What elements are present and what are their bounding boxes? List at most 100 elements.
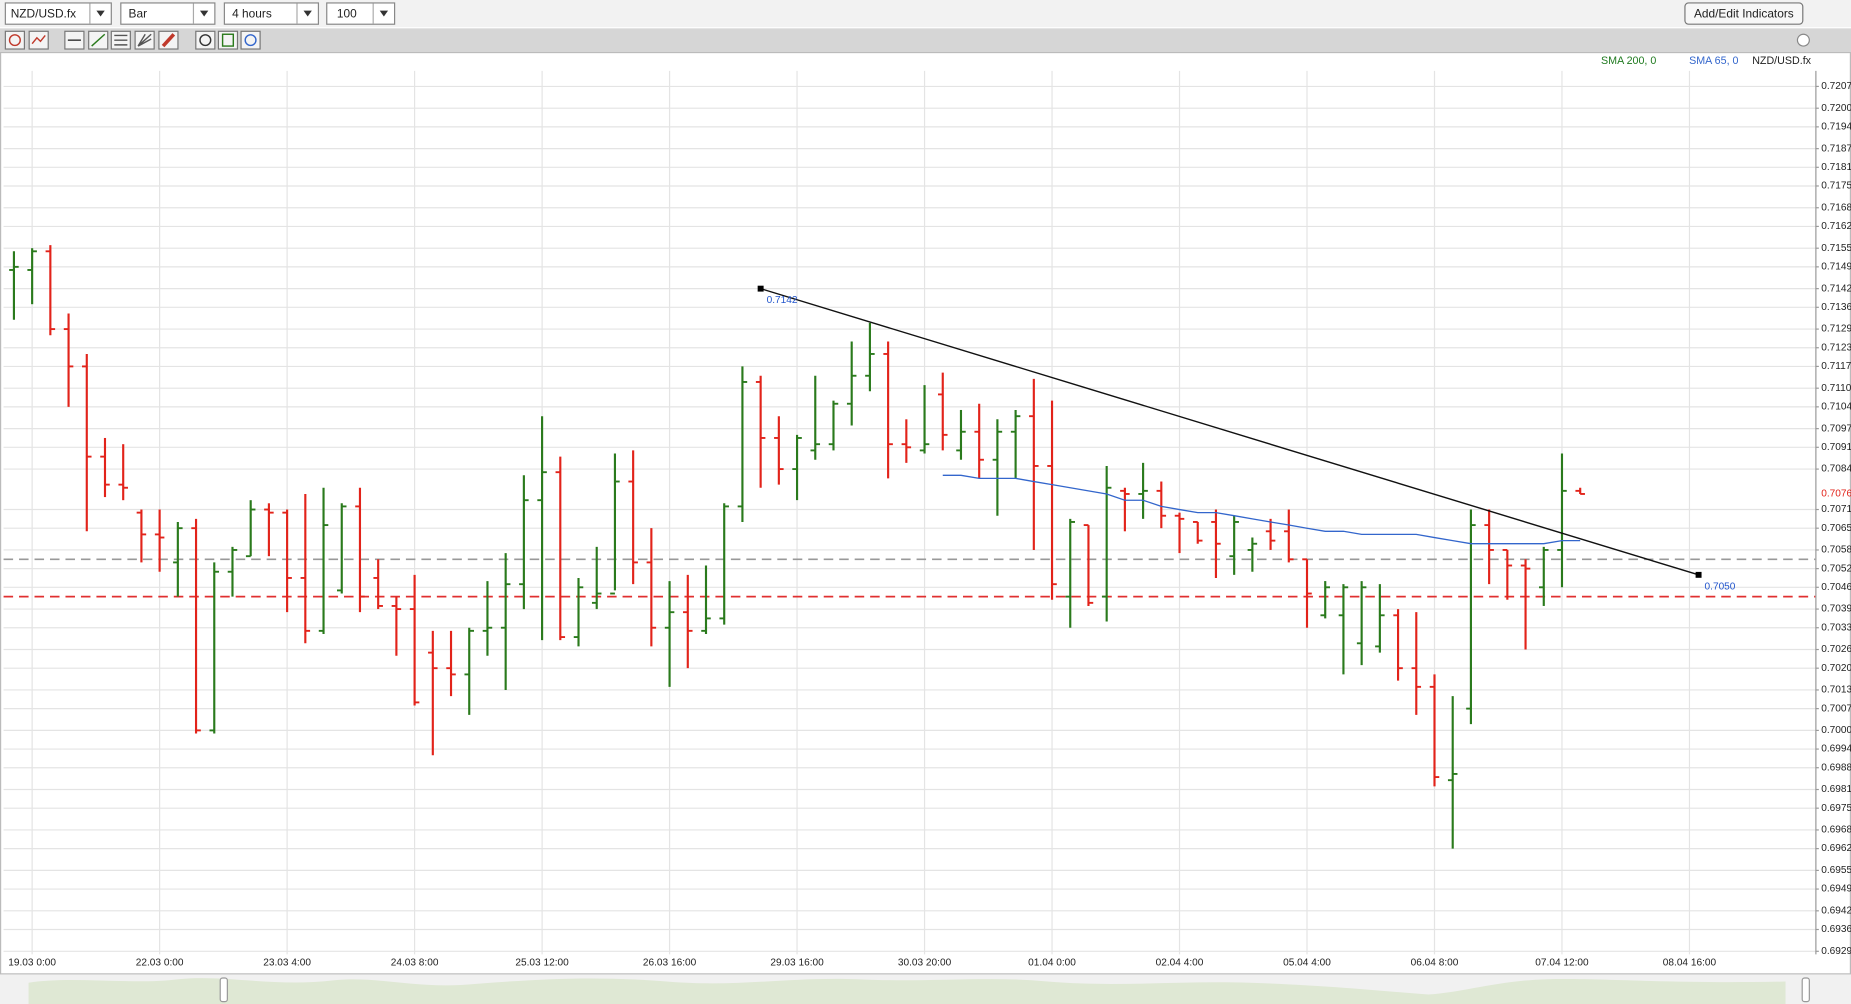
y-tick-label: 0.6929 (1821, 946, 1851, 957)
y-tick-label: 0.7071 (1821, 504, 1851, 515)
y-tick-label: 0.7181 (1821, 162, 1851, 173)
y-tick-label: 0.6962 (1821, 843, 1851, 854)
y-tick-label: 0.7175 (1821, 181, 1851, 192)
legend-entry: NZD/USD.fx (1752, 55, 1812, 67)
interval-text: 4 hours (232, 6, 272, 20)
y-tick-label: 0.7058 (1821, 545, 1851, 556)
tool-crosshair[interactable] (4, 30, 25, 50)
tool-clock[interactable] (195, 30, 216, 50)
x-tick-label: 22.03 0:00 (136, 957, 184, 968)
tool-glyphs (8, 33, 257, 48)
trendline (760, 287, 1699, 576)
last-price-label: 0.7076 (1821, 489, 1851, 500)
tool-settings[interactable] (240, 30, 261, 50)
y-tick-label: 0.6936 (1821, 924, 1851, 935)
last-price-bg (1817, 486, 1850, 502)
y-tick-label: 0.6949 (1821, 884, 1851, 895)
dropdown-arrow (199, 10, 209, 17)
y-tick-label: 0.6975 (1821, 803, 1851, 814)
trendline-label: 0.7050 (1705, 581, 1736, 592)
legend-entry: SMA 200, 0 (1601, 55, 1656, 67)
y-tick-label: 0.7155 (1821, 243, 1851, 254)
y-tick-label: 0.7194 (1821, 122, 1851, 133)
x-tick-label: 26.03 16:00 (643, 957, 697, 968)
glyph (221, 33, 235, 47)
y-tick-label: 0.7033 (1821, 622, 1851, 633)
glyph (199, 34, 212, 47)
y-tick-label: 0.7091 (1821, 442, 1851, 453)
tool-row (0, 28, 1851, 52)
chart-type-text: Bar (129, 6, 148, 20)
chart-type-dropdown[interactable]: Bar (120, 2, 216, 25)
y-tick-label: 0.7007 (1821, 703, 1851, 714)
y-tick-label: 0.7000 (1821, 725, 1851, 736)
navigator (0, 974, 1851, 1004)
symbol-dropdown[interactable]: NZD/USD.fx (4, 2, 112, 25)
y-tick-label: 0.7097 (1821, 423, 1851, 434)
x-tick-label: 25.03 12:00 (515, 957, 569, 968)
navigator-area (28, 978, 1786, 1004)
y-tick-label: 0.7129 (1821, 324, 1851, 335)
y-tick-label: 0.7136 (1821, 302, 1851, 313)
y-tick-label: 0.7110 (1821, 383, 1851, 394)
bars-text: 100 (337, 6, 357, 20)
y-tick-label: 0.7052 (1821, 563, 1851, 574)
y-tick-label: 0.6968 (1821, 825, 1851, 836)
y-tick-label: 0.6942 (1821, 906, 1851, 917)
symbol-text: NZD/USD.fx (11, 6, 76, 20)
bars-dropdown[interactable]: 100 (326, 2, 396, 25)
trendline-label: 0.7142 (767, 295, 798, 306)
y-tick-label: 0.7187 (1821, 143, 1851, 154)
y-tick-label: 0.7084 (1821, 464, 1851, 475)
x-tick-label: 06.04 8:00 (1411, 957, 1459, 968)
dropdown-arrow (379, 10, 389, 17)
button-text: Add/Edit Indicators (1694, 6, 1794, 20)
labels: 0.7207 0.7200 0.7194 0.7187 0.7181 0.7175 0.71… (8, 55, 1851, 968)
y-tick-label: 0.7046 (1821, 582, 1851, 593)
y-tick-label: 0.6955 (1821, 865, 1851, 876)
y-tick-label: 0.7026 (1821, 644, 1851, 655)
x-tick-label: 08.04 16:00 (1663, 957, 1717, 968)
dropdown-box (4, 2, 112, 25)
y-tick-label: 0.7117 (1821, 361, 1851, 372)
dropdown-arrow (303, 10, 312, 17)
glyph (244, 34, 257, 47)
y-tick-label: 0.7123 (1821, 342, 1851, 353)
navigator-handle[interactable] (1801, 977, 1810, 1003)
y-tick-label: 0.7104 (1821, 402, 1851, 413)
x-tick-label: 02.04 4:00 (1156, 957, 1204, 968)
y-tick-label: 0.7207 (1821, 81, 1851, 92)
plot (9, 245, 1702, 849)
y-tick-label: 0.6988 (1821, 762, 1851, 773)
navigator-handle[interactable] (219, 977, 228, 1003)
y-tick-label: 0.7013 (1821, 685, 1851, 696)
indicators-button[interactable]: Add/Edit Indicators (1684, 2, 1804, 25)
y-tick-label: 0.7039 (1821, 604, 1851, 615)
dropdown-box (223, 2, 320, 25)
y-tick-label: 0.7065 (1821, 523, 1851, 534)
y-tick-label: 0.7200 (1821, 103, 1851, 114)
x-tick-label: 19.03 0:00 (8, 957, 56, 968)
y-tick-label: 0.7020 (1821, 663, 1851, 674)
x-tick-label: 23.03 4:00 (263, 957, 311, 968)
grid (3, 70, 1819, 955)
info-icon[interactable] (1796, 33, 1810, 47)
interval-dropdown[interactable]: 4 hours (223, 2, 320, 25)
sma-line (942, 474, 1581, 545)
button-box (1684, 2, 1804, 25)
dropdown-box (326, 2, 396, 25)
x-tick-label: 07.04 12:00 (1535, 957, 1589, 968)
legend-entry: SMA 65, 0 (1689, 55, 1738, 67)
x-tick-label: 01.04 0:00 (1028, 957, 1076, 968)
glyph (161, 33, 176, 48)
x-tick-label: 05.04 4:00 (1283, 957, 1331, 968)
top-bar: NZD/USD.fx Bar 4 hours 100 Add/Edit Indi… (0, 0, 1851, 28)
y-tick-label: 0.7162 (1821, 221, 1851, 232)
y-tick-label: 0.7149 (1821, 262, 1851, 273)
y-tick-label: 0.6981 (1821, 784, 1851, 795)
glyph (8, 34, 21, 47)
x-tick-label: 30.03 20:00 (898, 957, 952, 968)
x-tick-label: 24.03 8:00 (391, 957, 439, 968)
